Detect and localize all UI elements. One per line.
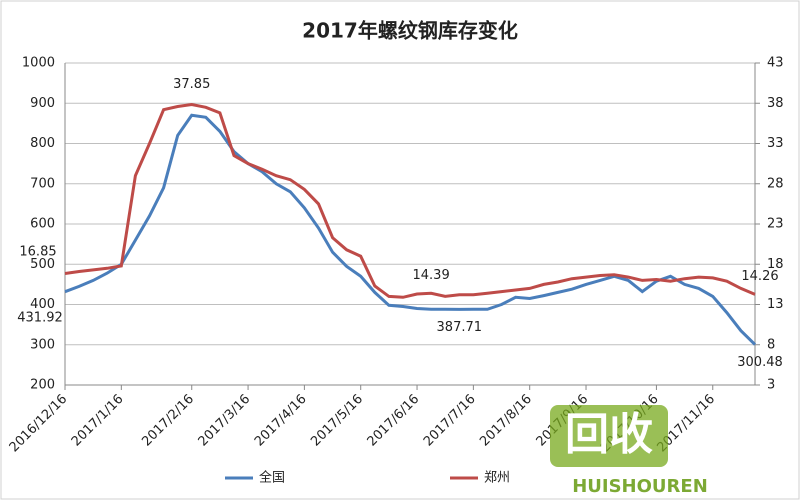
y2-tick-label: 3 [767, 378, 775, 393]
y2-tick-label: 38 [767, 96, 784, 111]
legend-label: 郑州 [484, 471, 510, 486]
y-tick-label: 1000 [22, 56, 55, 71]
watermark-sub: HUISHOUREN [572, 476, 708, 497]
data-label: 37.85 [173, 77, 210, 92]
watermark-box [550, 405, 668, 467]
y2-tick-label: 28 [767, 176, 784, 191]
y-tick-label: 400 [30, 297, 55, 312]
y2-tick-label: 8 [767, 337, 775, 352]
y2-tick-label: 18 [767, 257, 784, 272]
y-tick-label: 900 [30, 96, 55, 111]
series-line [64, 102, 756, 299]
data-label: 387.71 [437, 320, 483, 335]
y2-tick-label: 23 [767, 217, 784, 232]
y-tick-label: 800 [30, 136, 55, 151]
y2-tick-label: 33 [767, 136, 784, 151]
data-label: 300.48 [737, 355, 783, 370]
y-tick-label: 500 [30, 257, 55, 272]
data-label: 14.39 [413, 268, 450, 283]
y2-tick-label: 43 [767, 56, 784, 71]
chart-title: 2017年螺纹钢库存变化 [302, 19, 518, 43]
y-tick-label: 300 [30, 337, 55, 352]
watermark: 回收 [565, 409, 653, 460]
data-label: 431.92 [17, 311, 63, 326]
data-label: 14.26 [741, 269, 778, 284]
y-tick-label: 700 [30, 176, 55, 191]
y-tick-label: 200 [30, 378, 55, 393]
data-label: 16.85 [19, 245, 56, 260]
y-tick-label: 600 [30, 217, 55, 232]
y2-tick-label: 13 [767, 297, 784, 312]
legend-label: 全国 [259, 470, 285, 486]
series-line [64, 113, 757, 346]
